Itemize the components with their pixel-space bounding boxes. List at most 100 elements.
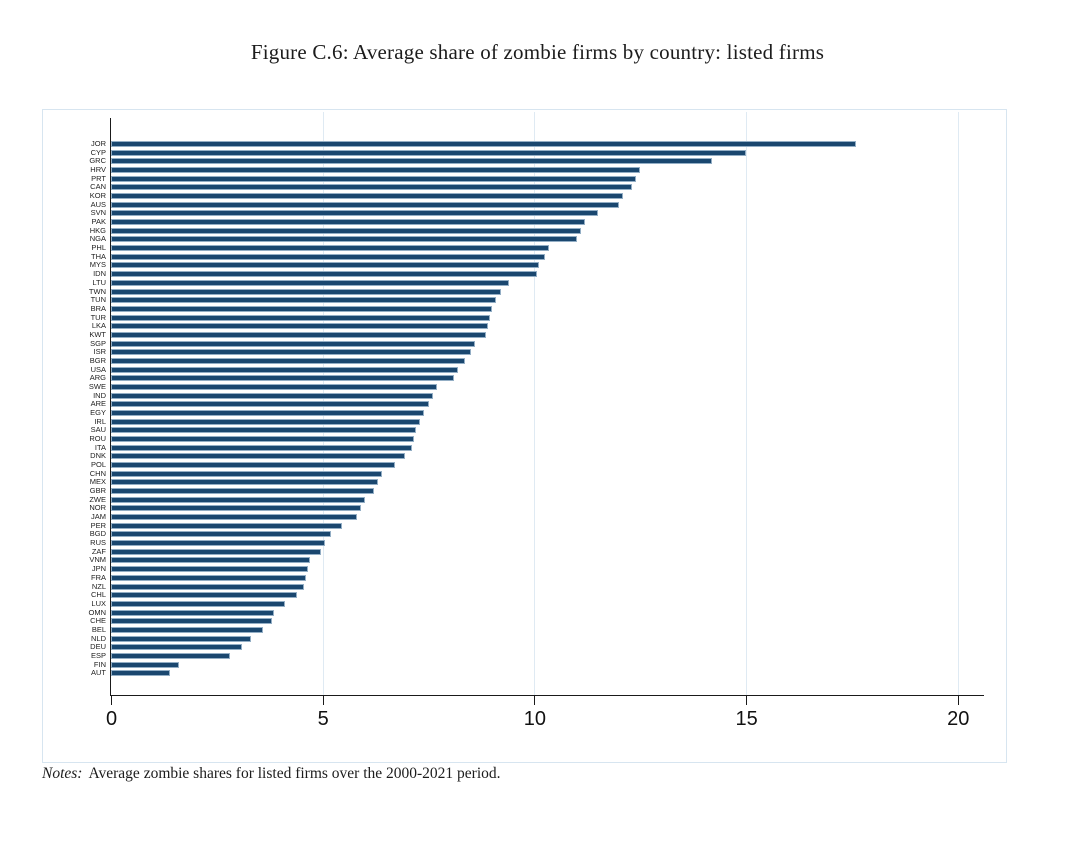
bar-row-omn: OMN [43,607,1006,617]
x-axis-line [110,695,984,696]
bar-mex [111,479,378,486]
bar-row-aut: AUT [43,669,1006,677]
category-label-mys: MYS [89,260,106,270]
category-label-esp: ESP [90,650,106,660]
bar-row-usa: USA [43,365,1006,373]
category-label-tha: THA [91,251,106,261]
bar-row-tur: TUR [43,313,1006,321]
bar-lux [111,600,285,607]
bar-nga [111,236,577,243]
gridline-10 [534,112,536,695]
bar-tun [111,297,497,304]
bar-tur [111,314,490,321]
bar-phl [111,245,550,252]
bar-svn [111,210,598,217]
notes-text: Average zombie shares for listed firms o… [88,765,501,782]
x-tick-label-5: 5 [317,708,329,730]
category-label-mex: MEX [89,477,106,487]
category-label-bra: BRA [90,303,106,313]
category-label-vnm: VNM [89,555,106,565]
x-tick-label-0: 0 [105,708,118,730]
category-label-can: CAN [90,182,106,192]
bar-row-jor: JOR [43,140,1006,148]
category-label-kor: KOR [89,191,106,201]
category-label-dnk: DNK [90,451,106,461]
category-label-nzl: NZL [91,581,106,591]
bar-hrv [111,167,641,174]
category-label-nga: NGA [89,234,106,244]
x-tick-label-20: 20 [947,708,970,730]
category-label-omn: OMN [88,607,107,617]
bar-fin [111,661,179,668]
bar-idn [111,271,537,278]
bar-nzl [111,583,304,590]
bar-fra [111,574,306,581]
bar-row-dnk: DNK [43,451,1006,461]
bar-row-tun: TUN [43,296,1006,304]
category-label-lux: LUX [91,598,106,608]
bar-bra [111,305,493,312]
notes-label: Notes: [42,765,83,782]
bar-row-jam: JAM [43,513,1006,521]
bar-ltu [111,279,509,286]
bar-row-idn: IDN [43,269,1006,279]
category-label-bgd: BGD [89,529,106,539]
x-tick-20 [957,696,959,705]
bar-row-mex: MEX [43,477,1006,487]
bar-bel [111,626,264,633]
bar-prt [111,175,637,182]
category-label-are: ARE [90,399,106,409]
category-label-bel: BEL [91,624,106,634]
bar-row-rus: RUS [43,539,1006,547]
category-label-deu: DEU [90,642,106,652]
bar-row-pak: PAK [43,217,1006,227]
category-label-aus: AUS [90,199,106,209]
category-label-fin: FIN [93,659,106,669]
bar-jam [111,514,357,521]
bar-row-lka: LKA [43,322,1006,330]
bar-row-bgr: BGR [43,356,1006,364]
bar-row-tha: THA [43,251,1006,261]
bar-row-arg: ARG [43,374,1006,382]
category-label-irl: IRL [94,416,106,426]
bar-irl [111,418,421,425]
bar-gbr [111,488,374,495]
category-label-cyp: CYP [90,147,106,157]
bar-row-sgp: SGP [43,339,1006,347]
bar-row-nga: NGA [43,234,1006,244]
category-label-grc: GRC [89,156,106,166]
bar-row-sau: SAU [43,426,1006,434]
bar-are [111,401,429,408]
bar-row-rou: ROU [43,435,1006,443]
bar-row-esp: ESP [43,650,1006,660]
category-label-pak: PAK [91,217,106,227]
x-tick-label-10: 10 [523,708,547,730]
category-label-hkg: HKG [89,225,106,235]
bar-arg [111,375,454,382]
bar-sau [111,427,416,434]
bar-pol [111,462,395,469]
bar-kor [111,193,624,200]
bar-bgr [111,357,465,364]
category-label-idn: IDN [93,269,106,279]
bar-dnk [111,453,406,460]
x-tick-5 [322,696,324,705]
category-label-ita: ITA [94,442,106,452]
bar-hkg [111,227,581,234]
category-label-gbr: GBR [89,486,106,496]
bar-twn [111,288,501,295]
bar-deu [111,644,243,651]
category-label-isr: ISR [93,347,106,357]
figure-notes: Notes: Average zombie shares for listed f… [42,765,1032,783]
bar-row-ind: IND [43,391,1006,399]
bar-jpn [111,566,308,573]
bar-nld [111,635,251,642]
bar-row-fin: FIN [43,659,1006,669]
chart-plot-area: JOR CYP GRC HRV PRT CAN KOR AUS SVN PAK HKG NGA PHL T… [42,109,1007,763]
bar-row-deu: DEU [43,642,1006,652]
bar-bgd [111,531,332,538]
bar-sgp [111,340,476,347]
bar-row-svn: SVN [43,209,1006,217]
bar-che [111,618,272,625]
category-label-swe: SWE [88,381,106,391]
